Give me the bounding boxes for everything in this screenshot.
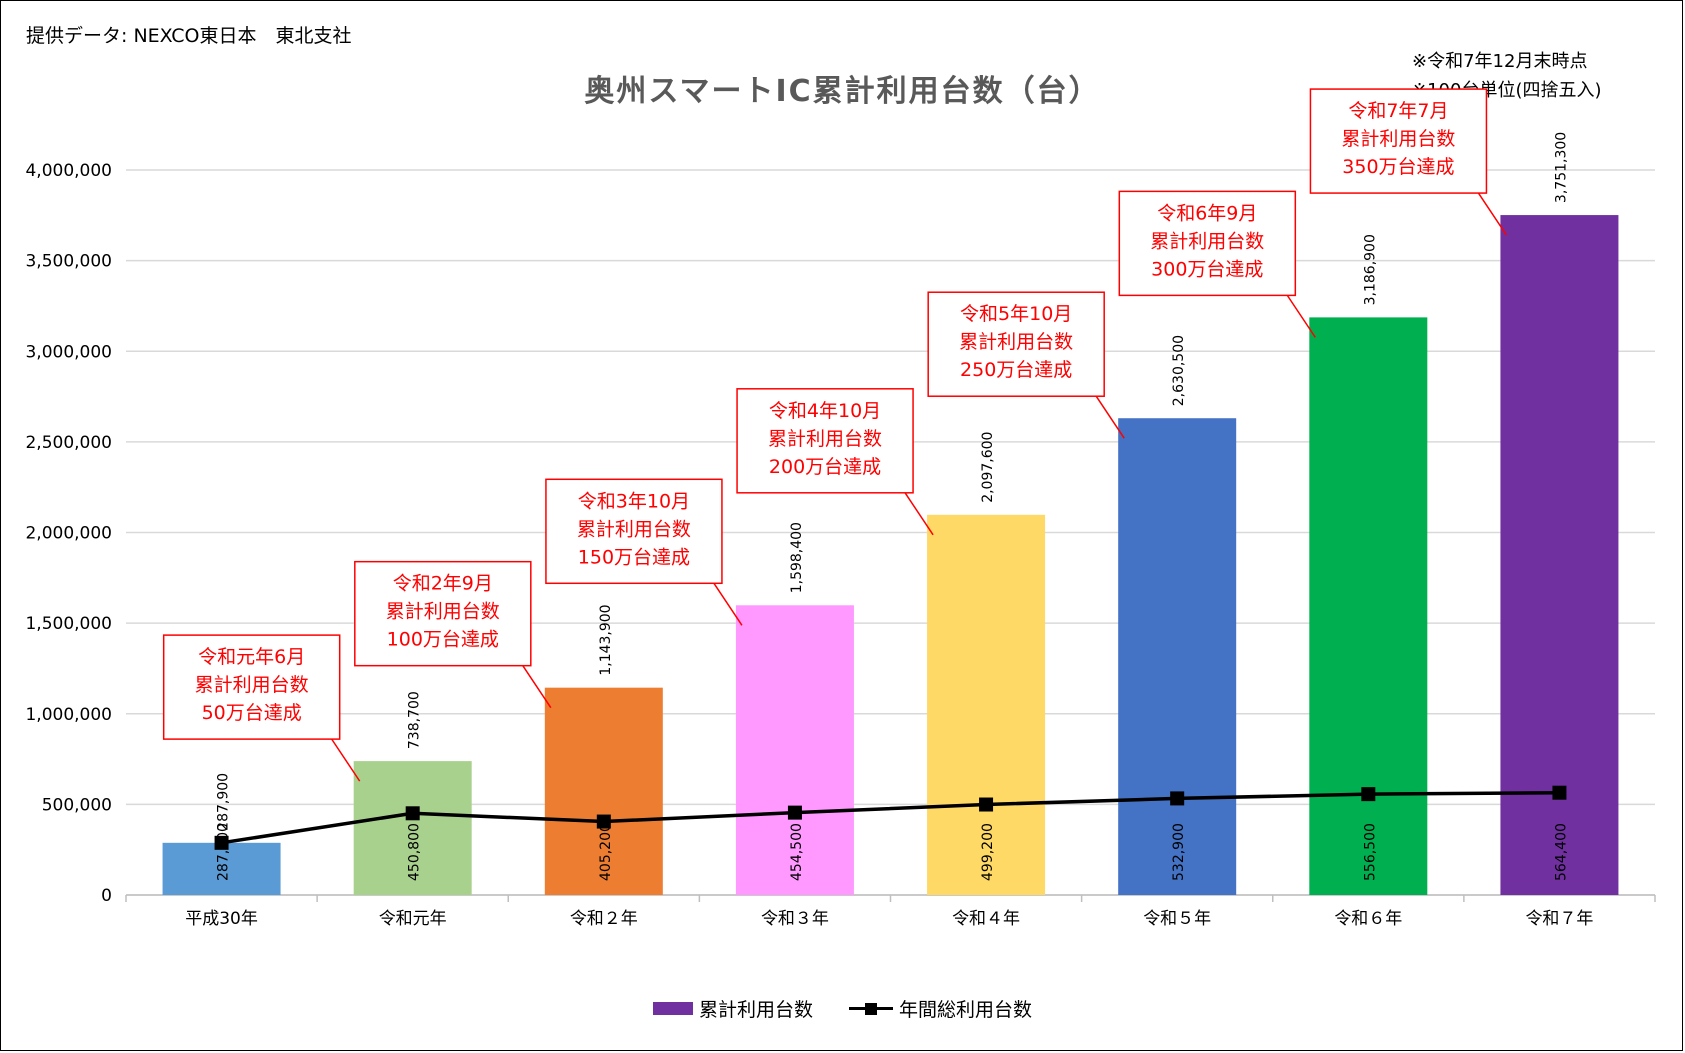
- y-tick-label: 1,000,000: [25, 705, 112, 725]
- y-tick-label: 3,000,000: [25, 342, 112, 362]
- x-tick-label: 令和５年: [1143, 909, 1211, 929]
- line-marker: [1361, 787, 1376, 802]
- x-tick-label: 令和元年: [379, 909, 447, 929]
- callout-text: 150万台達成: [578, 546, 690, 568]
- callout-text: 50万台達成: [202, 702, 302, 724]
- callout-text: 令和6年9月: [1157, 202, 1257, 224]
- callout-text: 令和5年10月: [960, 303, 1072, 325]
- line-data-label: 405,200: [598, 823, 614, 881]
- bar-data-label: 1,143,900: [598, 604, 614, 675]
- bar-data-label: 1,598,400: [789, 522, 805, 593]
- line-marker: [214, 835, 229, 850]
- callout-text: 200万台達成: [769, 456, 881, 478]
- bar-cumulative: [1500, 215, 1619, 895]
- x-tick-label: 令和４年: [952, 909, 1020, 929]
- bar-cumulative: [544, 687, 663, 895]
- bar-data-label: 3,751,300: [1553, 132, 1569, 203]
- chart-title: 奥州スマートIC累計利用台数（台）: [584, 74, 1101, 109]
- callout-text: 令和2年9月: [393, 573, 493, 595]
- bar-data-label: 3,186,900: [1362, 234, 1378, 305]
- callout-text: 累計利用台数: [768, 428, 882, 450]
- x-tick-label: 令和２年: [570, 909, 638, 929]
- legend-item-cumulative: 累計利用台数: [652, 995, 813, 1022]
- line-data-label: 287,900: [216, 823, 232, 881]
- y-tick-label: 1,500,000: [25, 614, 112, 634]
- line-data-label: 499,200: [980, 823, 996, 881]
- callout-text: 累計利用台数: [1150, 230, 1264, 252]
- callout-text: 350万台達成: [1342, 156, 1454, 178]
- callout-leader: [713, 582, 743, 626]
- legend-swatch-cumulative: [652, 1002, 693, 1015]
- callout-text: 令和3年10月: [578, 490, 690, 512]
- bar-cumulative: [353, 761, 472, 895]
- callout-text: 令和元年6月: [198, 646, 305, 668]
- milestone-callout: [736, 388, 914, 494]
- x-tick-label: 令和７年: [1525, 909, 1593, 929]
- bar-cumulative: [1118, 418, 1237, 895]
- callout-text: 令和4年10月: [769, 400, 881, 422]
- line-marker: [405, 806, 420, 821]
- line-data-label: 564,400: [1553, 823, 1569, 881]
- chart-legend: 累計利用台数 年間総利用台数: [0, 995, 1685, 1022]
- callout-text: 300万台達成: [1151, 258, 1263, 280]
- y-tick-label: 0: [101, 886, 112, 906]
- line-data-label: 532,900: [1171, 823, 1187, 881]
- callout-leader: [1286, 294, 1316, 338]
- legend-label-annual: 年間総利用台数: [899, 999, 1033, 1021]
- line-data-label: 556,500: [1362, 823, 1378, 881]
- date-note: ※令和7年12月末時点: [1412, 51, 1588, 72]
- bar-cumulative: [735, 605, 854, 895]
- callout-leader: [331, 738, 361, 782]
- data-source-text: 提供データ: NEXCO東日本 東北支社: [26, 25, 352, 47]
- callout-text: 累計利用台数: [386, 601, 500, 623]
- legend-label-cumulative: 累計利用台数: [698, 999, 813, 1021]
- x-tick-label: 令和６年: [1334, 909, 1402, 929]
- milestone-callout: [545, 478, 723, 585]
- callout-leader: [522, 665, 552, 709]
- milestone-callout: [354, 560, 532, 667]
- line-data-label: 454,500: [789, 823, 805, 881]
- callout-leader: [1095, 395, 1125, 439]
- milestone-callout: [927, 291, 1105, 397]
- x-tick-label: 平成30年: [185, 909, 258, 929]
- callout-text: 250万台達成: [960, 359, 1072, 381]
- y-tick-label: 2,500,000: [25, 433, 112, 453]
- y-tick-label: 2,000,000: [25, 524, 112, 544]
- line-marker: [1170, 791, 1185, 806]
- callout-leader: [904, 492, 934, 536]
- callout-text: 累計利用台数: [1341, 128, 1455, 150]
- bar-data-label: 287,900: [216, 773, 232, 831]
- bar-data-label: 738,700: [407, 691, 423, 749]
- legend-line-annual: [849, 1002, 893, 1015]
- line-marker: [979, 797, 994, 812]
- milestone-callout: [162, 634, 341, 740]
- callout-text: 累計利用台数: [959, 331, 1073, 353]
- bar-data-label: 2,630,500: [1171, 335, 1187, 406]
- y-tick-label: 3,500,000: [25, 252, 112, 272]
- line-data-label: 450,800: [407, 823, 423, 881]
- callout-text: 累計利用台数: [577, 518, 691, 540]
- bar-cumulative: [162, 842, 281, 895]
- legend-item-annual: 年間総利用台数: [849, 995, 1032, 1022]
- line-marker: [596, 814, 611, 829]
- milestone-callout: [1118, 190, 1297, 297]
- y-tick-label: 500,000: [42, 795, 112, 815]
- y-tick-label: 4,000,000: [25, 161, 112, 181]
- callout-text: 令和7年7月: [1348, 100, 1448, 122]
- milestone-callout: [1309, 88, 1488, 194]
- callout-text: 100万台達成: [387, 629, 499, 651]
- bar-data-label: 2,097,600: [980, 432, 996, 503]
- bar-cumulative: [927, 514, 1046, 895]
- line-marker: [1552, 785, 1567, 800]
- callout-leader: [1477, 192, 1508, 236]
- line-annual-series: [221, 790, 1560, 845]
- x-tick-label: 令和３年: [761, 909, 829, 929]
- bar-cumulative: [1309, 317, 1428, 895]
- callout-text: 累計利用台数: [195, 674, 309, 696]
- line-marker: [787, 805, 802, 820]
